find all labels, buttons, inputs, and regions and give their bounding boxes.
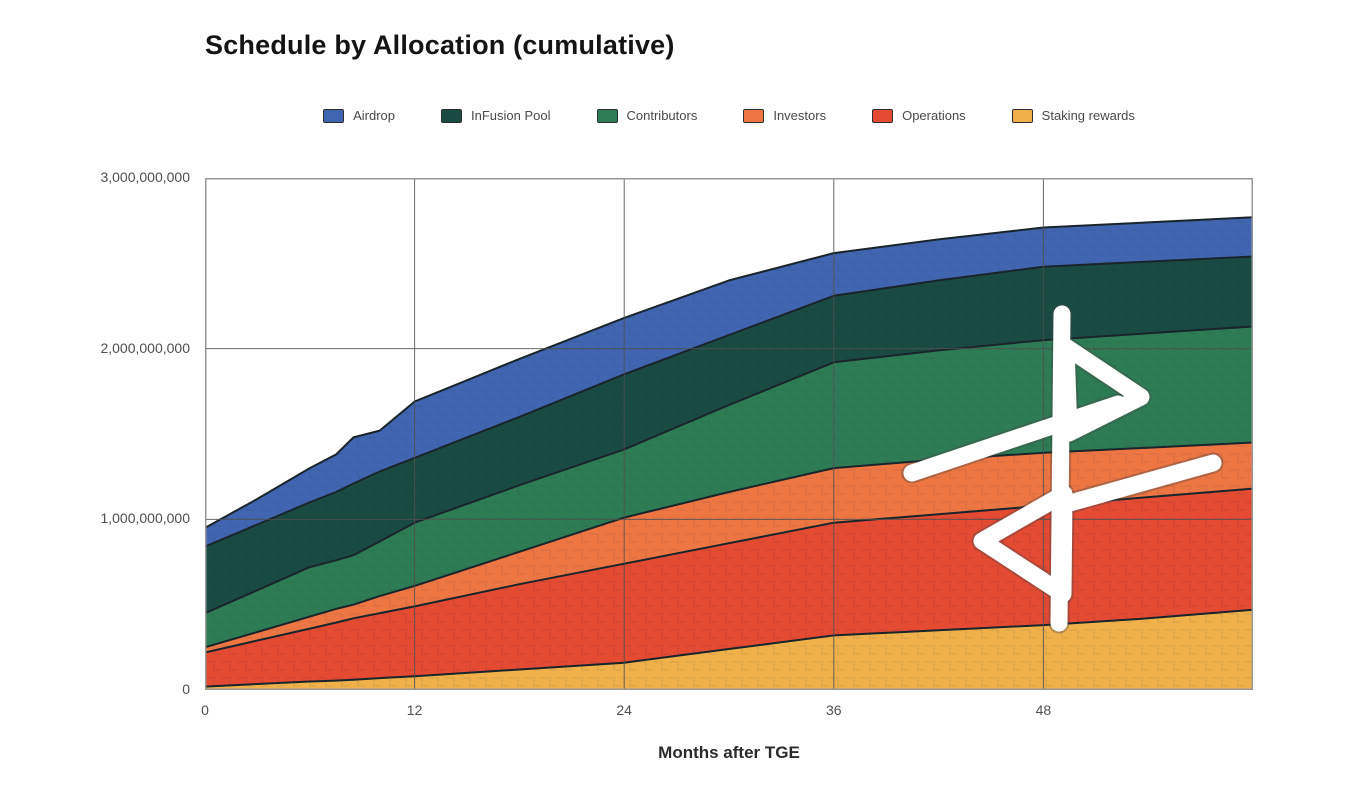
x-tick-label: 48	[1035, 702, 1052, 718]
band-outline	[205, 487, 1253, 654]
legend: Airdrop InFusion Pool Contributors Investor…	[205, 108, 1253, 123]
x-tick-label: 24	[616, 702, 632, 718]
legend-item-investors: Investors	[743, 108, 826, 123]
plot-border	[205, 178, 1253, 690]
legend-label: Staking rewards	[1041, 108, 1135, 123]
legend-swatch-icon	[323, 108, 345, 123]
area-texture	[205, 217, 1253, 690]
chart-title: Schedule by Allocation (cumulative)	[205, 30, 675, 60]
legend-swatch-icon	[596, 108, 618, 123]
legend-item-contributors: Contributors	[596, 108, 698, 123]
legend-label: Airdrop	[353, 108, 396, 123]
legend-label: InFusion Pool	[471, 108, 551, 123]
band-outline	[205, 325, 1253, 615]
x-tick-label: 12	[406, 702, 423, 718]
legend-label: Contributors	[626, 108, 698, 123]
band-outline	[205, 255, 1253, 548]
band-outline	[205, 216, 1253, 529]
y-tick-label: 3,000,000,000	[100, 169, 190, 185]
y-tick-label: 2,000,000,000	[100, 339, 190, 356]
band-outline	[205, 441, 1253, 649]
legend-item-infusion-pool: InFusion Pool	[441, 108, 551, 123]
legend-swatch-icon	[441, 108, 463, 123]
x-tick-label: 36	[826, 702, 842, 718]
brand-logo-watermark	[901, 303, 1224, 634]
band-outline	[205, 608, 1253, 688]
chart-plot-area	[205, 178, 1253, 690]
legend-swatch-icon	[1011, 108, 1033, 123]
legend-item-operations: Operations	[872, 108, 966, 123]
legend-swatch-icon	[743, 108, 765, 123]
legend-item-airdrop: Airdrop	[323, 108, 395, 123]
x-tick-label: 0	[201, 702, 209, 718]
legend-item-staking-rewards: Staking rewards	[1011, 108, 1135, 123]
y-tick-label: 0	[182, 681, 190, 697]
legend-label: Operations	[902, 108, 966, 123]
y-tick-label: 1,000,000,000	[100, 510, 190, 527]
x-axis-title: Months after TGE	[658, 743, 800, 762]
legend-swatch-icon	[872, 108, 894, 123]
legend-label: Investors	[773, 108, 827, 123]
